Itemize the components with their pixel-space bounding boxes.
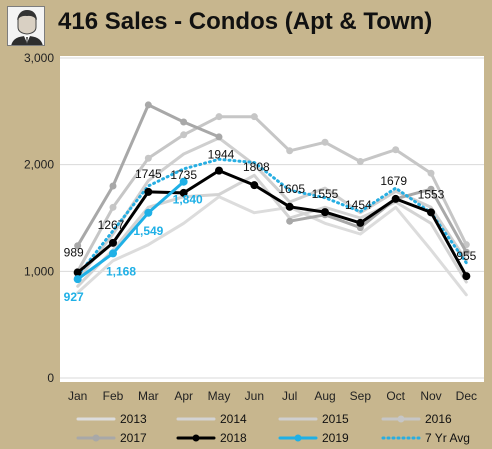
x-tick-label: May (208, 389, 231, 403)
data-label-2019: 1,549 (133, 224, 163, 238)
legend-label-2016: 2016 (425, 412, 452, 426)
y-tick-label: 2,000 (24, 158, 54, 172)
x-tick-label: Jun (245, 389, 264, 403)
series-line-2013 (76, 195, 468, 297)
y-tick-label: 0 (47, 371, 54, 385)
legend-label-2014: 2014 (220, 412, 247, 426)
chart-header: 416 Sales - Condos (Apt & Town) (0, 0, 492, 52)
data-label-2019: 927 (64, 290, 84, 304)
data-point-2016 (321, 138, 329, 146)
data-point-2018 (356, 218, 365, 227)
data-point-2017 (180, 118, 188, 126)
x-tick-label: Jul (282, 389, 297, 403)
data-point-2016 (180, 131, 188, 139)
series-line-2018 (76, 169, 468, 278)
legend-label-2015: 2015 (322, 412, 349, 426)
series-line-2017 (288, 187, 468, 254)
chart-title: 416 Sales - Condos (Apt & Town) (58, 8, 433, 35)
data-label-2019: 1,840 (173, 193, 203, 207)
data-label-2018: 955 (456, 249, 476, 263)
data-point-2016 (427, 169, 435, 177)
data-point-2018 (427, 208, 435, 217)
x-tick-label: Oct (386, 389, 405, 403)
data-point-2016 (215, 113, 223, 121)
data-point-2018 (73, 268, 82, 277)
legend-marker-2016 (397, 415, 405, 423)
data-point-2018 (109, 238, 117, 247)
x-tick-label: Dec (456, 389, 477, 403)
data-point-2016 (109, 203, 117, 211)
legend-label-2018: 2018 (220, 431, 247, 445)
x-tick-label: Aug (314, 389, 335, 403)
data-point-2019 (109, 249, 117, 258)
data-point-2017 (286, 217, 294, 225)
x-tick-label: Feb (103, 389, 124, 403)
x-tick-label: Apr (174, 389, 193, 403)
data-point-2018 (462, 272, 471, 281)
x-tick-label: Nov (420, 389, 441, 403)
data-label-2019: 1,168 (106, 264, 136, 278)
data-point-2017 (109, 182, 117, 190)
data-label-2018: 989 (64, 246, 84, 260)
data-point-2018 (144, 187, 153, 196)
data-point-2016 (144, 154, 152, 162)
legend-label-2019: 2019 (322, 431, 349, 445)
x-tick-label: Jan (68, 389, 87, 403)
data-point-2016 (356, 157, 364, 165)
data-point-2017 (74, 242, 82, 250)
data-label-2018: 1267 (98, 218, 125, 232)
data-label-2018: 1944 (208, 148, 235, 162)
data-label-2018: 1553 (418, 187, 445, 201)
series-line-7-yr-avg (76, 157, 468, 278)
series-line-2016 (76, 115, 468, 273)
data-point-2016 (250, 113, 258, 121)
data-point-2018 (215, 166, 223, 175)
data-point-2017 (462, 248, 470, 256)
data-point-2017 (427, 185, 435, 193)
data-point-2019 (179, 177, 188, 186)
data-label-2018: 1454 (345, 198, 372, 212)
data-point-2018 (250, 181, 259, 190)
data-label-2018: 1745 (135, 167, 162, 181)
data-point-2018 (179, 188, 188, 197)
x-tick-label: Sep (350, 389, 372, 403)
data-point-2018 (321, 208, 329, 217)
data-point-2018 (285, 202, 294, 211)
data-label-2018: 1555 (312, 187, 339, 201)
data-point-2019 (144, 208, 153, 217)
legend-marker-2017 (92, 434, 100, 442)
person-portrait-icon (8, 7, 44, 45)
legend-marker-2018 (192, 434, 200, 442)
series-line-2019 (76, 180, 186, 281)
data-point-2016 (286, 147, 294, 155)
x-tick-label: Mar (138, 389, 159, 403)
data-point-2018 (391, 194, 400, 203)
data-point-2019 (73, 275, 82, 284)
legend-label-2017: 2017 (120, 431, 147, 445)
data-label-2018: 1679 (380, 174, 407, 188)
legend-marker-2019 (294, 434, 302, 442)
data-label-2018: 1605 (278, 182, 305, 196)
data-point-2017 (215, 133, 223, 141)
data-point-2016 (392, 146, 400, 154)
legend-label-7-yr-avg: 7 Yr Avg (425, 431, 470, 445)
data-point-2017 (144, 101, 152, 109)
avatar (7, 6, 45, 46)
y-tick-label: 1,000 (24, 264, 54, 278)
y-tick-label: 3,000 (24, 51, 54, 65)
data-label-2018: 1735 (170, 168, 197, 182)
data-label-2018: 1808 (243, 160, 270, 174)
legend-label-2013: 2013 (120, 412, 147, 426)
